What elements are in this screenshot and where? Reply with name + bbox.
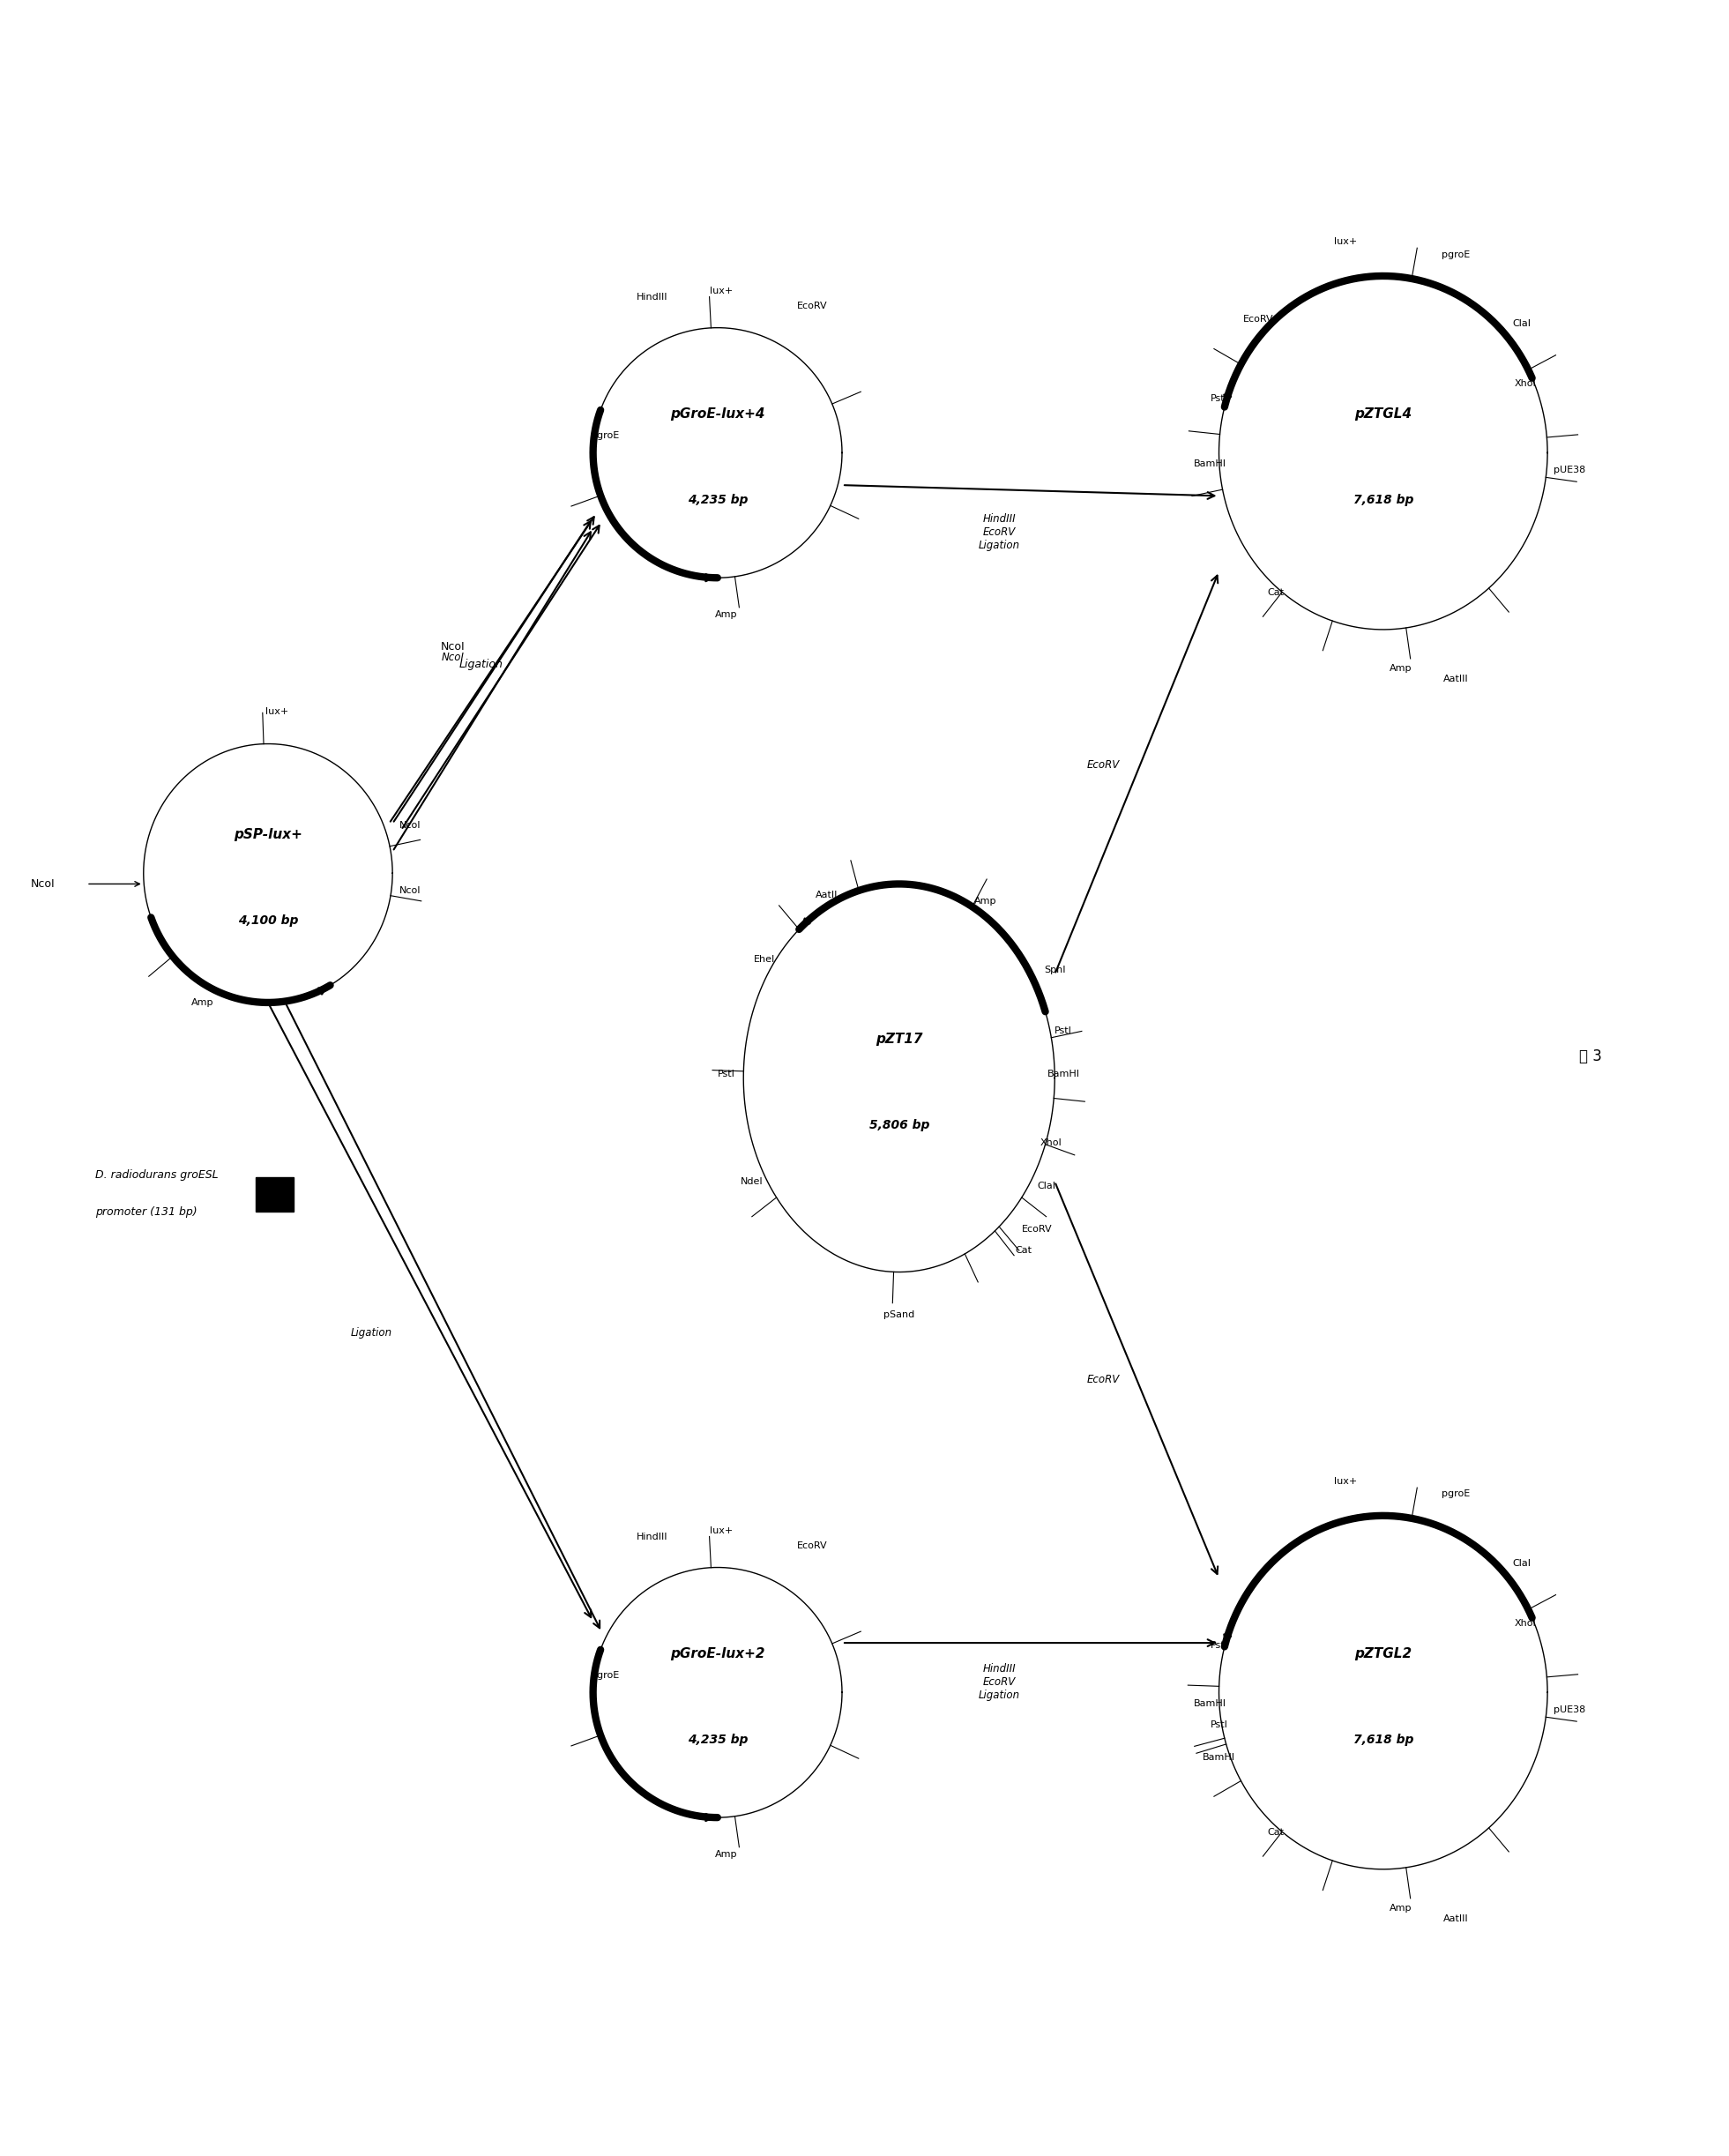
Text: lux+: lux+ <box>1333 1477 1357 1485</box>
Text: EcoRV: EcoRV <box>1088 1373 1119 1386</box>
Text: EcoRV: EcoRV <box>797 302 828 310</box>
Text: PstI: PstI <box>1210 1720 1228 1729</box>
Text: Cat: Cat <box>1015 1246 1032 1255</box>
Text: HindIII: HindIII <box>636 293 667 302</box>
Text: lux+: lux+ <box>1333 237 1357 246</box>
Text: BamHI: BamHI <box>1203 1753 1235 1761</box>
Text: PstI: PstI <box>1055 1026 1072 1035</box>
Text: pGroE-lux+4: pGroE-lux+4 <box>671 407 764 420</box>
Text: PstI: PstI <box>1210 395 1228 403</box>
Text: lux+: lux+ <box>265 707 289 716</box>
Text: XhoI: XhoI <box>1515 1619 1535 1628</box>
Text: NdeI: NdeI <box>740 1177 764 1186</box>
Text: ClaI: ClaI <box>1037 1181 1055 1190</box>
Text: 4,235 bp: 4,235 bp <box>688 494 747 507</box>
Text: 7,618 bp: 7,618 bp <box>1354 1733 1413 1746</box>
Text: Amp: Amp <box>190 998 214 1007</box>
Text: pgroE: pgroE <box>591 431 619 440</box>
Text: pZTGL2: pZTGL2 <box>1354 1647 1413 1660</box>
Text: Amp: Amp <box>1388 664 1413 673</box>
Text: ClaI: ClaI <box>1513 319 1530 328</box>
Text: SphI: SphI <box>1044 966 1065 975</box>
Text: Cat: Cat <box>1267 1828 1285 1837</box>
Text: AatII: AatII <box>816 890 837 899</box>
Text: AatIII: AatIII <box>1444 675 1468 683</box>
Text: pZTGL4: pZTGL4 <box>1354 407 1413 420</box>
Text: 7,618 bp: 7,618 bp <box>1354 494 1413 507</box>
Text: EcoRV: EcoRV <box>1022 1225 1053 1233</box>
Text: pSand: pSand <box>884 1311 915 1319</box>
Text: HindIII
EcoRV
Ligation: HindIII EcoRV Ligation <box>979 1662 1020 1701</box>
Text: pSP-lux+: pSP-lux+ <box>233 828 303 841</box>
Text: D. radiodurans groESL: D. radiodurans groESL <box>95 1169 218 1181</box>
Text: NcoI: NcoI <box>441 640 465 653</box>
Text: pGroE-lux+2: pGroE-lux+2 <box>671 1647 764 1660</box>
Text: Ligation: Ligation <box>351 1326 392 1339</box>
Text: promoter (131 bp): promoter (131 bp) <box>95 1205 197 1218</box>
Text: HindIII: HindIII <box>636 1533 667 1542</box>
Text: pZT17: pZT17 <box>875 1033 923 1046</box>
Text: 4,100 bp: 4,100 bp <box>239 914 297 927</box>
Text: Amp: Amp <box>714 1850 738 1858</box>
Text: PstI: PstI <box>1210 1641 1228 1649</box>
Text: PstI: PstI <box>718 1069 735 1078</box>
Text: Cat: Cat <box>1267 589 1285 597</box>
Text: pUE38: pUE38 <box>1554 466 1585 474</box>
Text: NcoI: NcoI <box>441 651 465 664</box>
Text: EcoRV: EcoRV <box>1088 759 1119 772</box>
Text: Amp: Amp <box>714 610 738 619</box>
Text: ClaI: ClaI <box>1513 1559 1530 1567</box>
Text: pgroE: pgroE <box>1442 250 1470 259</box>
Text: XhoI: XhoI <box>1041 1138 1062 1147</box>
Text: XhoI: XhoI <box>1515 379 1535 388</box>
Text: Amp: Amp <box>973 897 998 906</box>
Text: BamHI: BamHI <box>1048 1069 1079 1078</box>
Text: EcoRV: EcoRV <box>1243 315 1274 323</box>
Text: AatIII: AatIII <box>1444 1915 1468 1923</box>
Text: pUE38: pUE38 <box>1554 1705 1585 1714</box>
Text: BamHI: BamHI <box>1195 1699 1226 1708</box>
Text: Ligation: Ligation <box>458 658 503 671</box>
Text: EcoRV: EcoRV <box>797 1542 828 1550</box>
Text: Amp: Amp <box>1388 1904 1413 1912</box>
Text: pgroE: pgroE <box>1442 1490 1470 1498</box>
Bar <box>256 1177 294 1212</box>
Text: EheI: EheI <box>754 955 775 964</box>
Text: HindIII
EcoRV
Ligation: HindIII EcoRV Ligation <box>979 513 1020 552</box>
Text: 4,235 bp: 4,235 bp <box>688 1733 747 1746</box>
Text: BamHI: BamHI <box>1195 459 1226 468</box>
Text: NcoI: NcoI <box>31 877 55 890</box>
Text: 5,806 bp: 5,806 bp <box>870 1119 928 1132</box>
Text: NcoI: NcoI <box>399 821 420 830</box>
Text: lux+: lux+ <box>709 287 733 295</box>
Text: NcoI: NcoI <box>399 886 420 895</box>
Text: pgroE: pgroE <box>591 1671 619 1680</box>
Text: 図 3: 図 3 <box>1579 1048 1603 1065</box>
Text: lux+: lux+ <box>709 1526 733 1535</box>
